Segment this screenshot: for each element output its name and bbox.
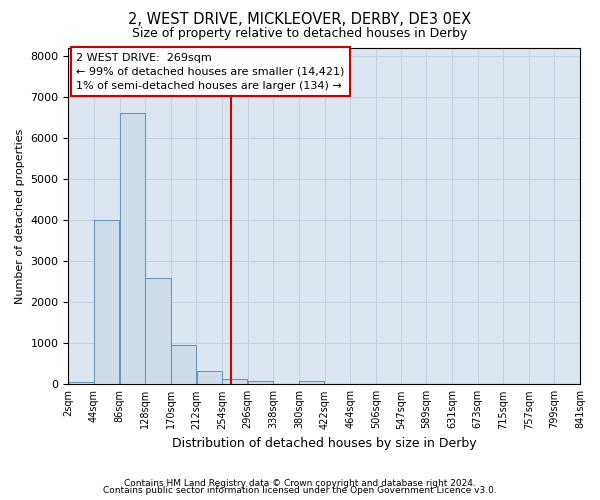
Y-axis label: Number of detached properties: Number of detached properties xyxy=(15,128,25,304)
Bar xyxy=(197,371,222,384)
Bar xyxy=(94,220,119,384)
Bar xyxy=(145,278,170,384)
Bar xyxy=(299,381,324,384)
Bar xyxy=(248,381,273,384)
Bar xyxy=(68,382,94,384)
X-axis label: Distribution of detached houses by size in Derby: Distribution of detached houses by size … xyxy=(172,437,476,450)
Bar xyxy=(223,380,247,384)
Text: Contains HM Land Registry data © Crown copyright and database right 2024.: Contains HM Land Registry data © Crown c… xyxy=(124,478,476,488)
Text: 2 WEST DRIVE:  269sqm
← 99% of detached houses are smaller (14,421)
1% of semi-d: 2 WEST DRIVE: 269sqm ← 99% of detached h… xyxy=(76,52,344,90)
Bar xyxy=(120,113,145,384)
Bar xyxy=(171,346,196,385)
Text: Contains public sector information licensed under the Open Government Licence v3: Contains public sector information licen… xyxy=(103,486,497,495)
Text: Size of property relative to detached houses in Derby: Size of property relative to detached ho… xyxy=(133,28,467,40)
Text: 2, WEST DRIVE, MICKLEOVER, DERBY, DE3 0EX: 2, WEST DRIVE, MICKLEOVER, DERBY, DE3 0E… xyxy=(128,12,472,28)
